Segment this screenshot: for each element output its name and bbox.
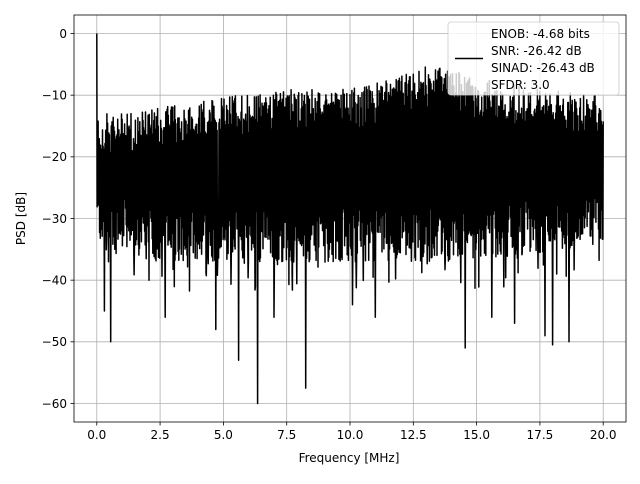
x-tick-label: 5.0 <box>214 428 233 442</box>
legend-box <box>447 21 620 96</box>
x-tick-label: 7.5 <box>277 428 296 442</box>
x-tick-label: 10.0 <box>337 428 364 442</box>
x-tick-label: 17.5 <box>527 428 554 442</box>
x-tick-label: 20.0 <box>590 428 617 442</box>
x-tick-label: 15.0 <box>463 428 490 442</box>
y-tick-label: −50 <box>42 335 67 349</box>
y-tick-label: −10 <box>42 88 67 102</box>
y-ticks: 0 −10 −20 −30 −40 −50 −60 <box>42 27 74 411</box>
x-tick-label: 2.5 <box>151 428 170 442</box>
psd-series-line <box>96 33 604 405</box>
y-tick-label: −40 <box>42 273 67 287</box>
legend-line-snr: SNR: -26.42 dB <box>491 44 582 58</box>
x-axis-label: Frequency [MHz] <box>299 451 400 465</box>
legend-line-sfdr: SFDR: 3.0 <box>491 78 550 92</box>
y-axis-label: PSD [dB] <box>14 192 28 245</box>
legend-line-enob: ENOB: -4.68 bits <box>491 27 590 41</box>
x-ticks: 0.0 2.5 5.0 7.5 10.0 12.5 15.0 17.5 20.0 <box>87 422 617 442</box>
series-layer <box>96 33 604 405</box>
x-tick-label: 0.0 <box>87 428 106 442</box>
legend-line-sinad: SINAD: -26.43 dB <box>491 61 595 75</box>
legend: ENOB: -4.68 bits SNR: -26.42 dB SINAD: -… <box>447 21 620 96</box>
x-tick-label: 12.5 <box>400 428 427 442</box>
y-tick-label: −30 <box>42 212 67 226</box>
y-tick-label: −60 <box>42 397 67 411</box>
y-tick-label: −20 <box>42 150 67 164</box>
y-tick-label: 0 <box>59 27 67 41</box>
